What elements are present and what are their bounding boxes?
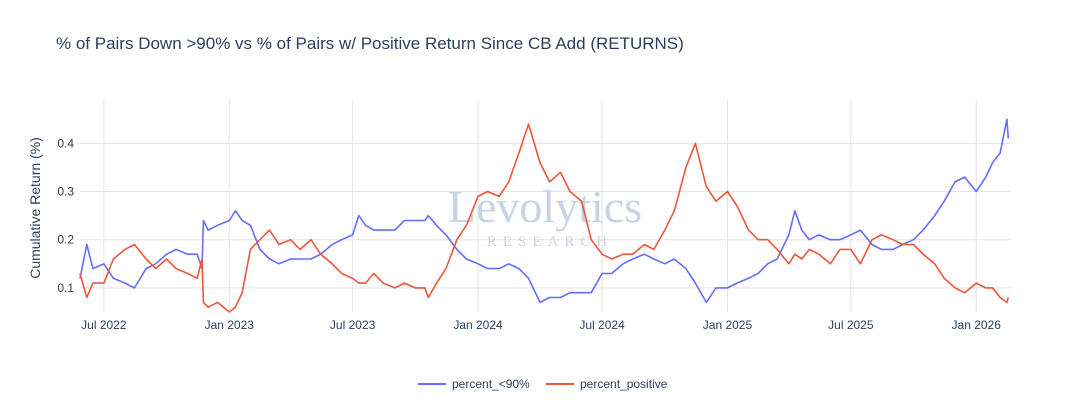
y-tick-label: 0.1 bbox=[57, 281, 74, 295]
x-tick-label: Jan 2025 bbox=[703, 318, 753, 332]
x-tick-label: Jan 2023 bbox=[205, 318, 255, 332]
legend: percent_<90% percent_positive bbox=[418, 377, 668, 391]
series-line-0 bbox=[79, 118, 1010, 304]
grid bbox=[80, 100, 1011, 312]
x-tick-label: Jul 2022 bbox=[81, 318, 127, 332]
y-axis-label: Cumulative Return (%) bbox=[27, 137, 43, 279]
watermark-main: Levolytics bbox=[448, 181, 642, 232]
legend-label: percent_<90% bbox=[452, 377, 530, 391]
x-tick-label: Jul 2025 bbox=[828, 318, 874, 332]
y-axis-ticks: 0.1 0.2 0.3 0.4 bbox=[57, 136, 74, 295]
x-tick-label: Jan 2024 bbox=[453, 318, 503, 332]
y-tick-label: 0.2 bbox=[57, 233, 74, 247]
x-tick-label: Jan 2026 bbox=[952, 318, 1002, 332]
chart-title: % of Pairs Down >90% vs % of Pairs w/ Po… bbox=[56, 34, 684, 53]
x-axis-ticks: Jul 2022 Jan 2023 Jul 2023 Jan 2024 Jul 2024… bbox=[81, 318, 1001, 332]
x-tick-label: Jul 2024 bbox=[579, 318, 625, 332]
y-tick-label: 0.4 bbox=[57, 136, 74, 150]
legend-label: percent_positive bbox=[580, 377, 668, 391]
series-line-1 bbox=[79, 123, 1010, 313]
y-tick-label: 0.3 bbox=[57, 185, 74, 199]
series-lines bbox=[79, 118, 1010, 313]
x-tick-label: Jul 2023 bbox=[330, 318, 376, 332]
watermark: Levolytics RESEARCH bbox=[448, 181, 642, 250]
watermark-sub: RESEARCH bbox=[487, 234, 613, 250]
